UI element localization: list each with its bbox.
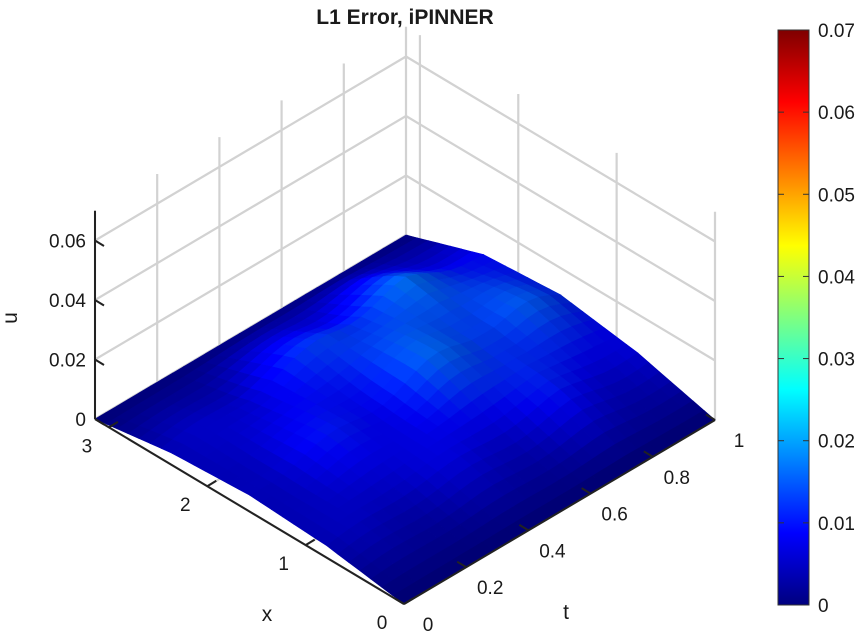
- colorbar-tick-label: 0.07: [818, 21, 855, 42]
- t-tick-mark: [456, 560, 467, 569]
- z-tick-label: 0: [75, 410, 86, 431]
- t-tick-mark: [581, 487, 592, 495]
- colorbar-tick-label: 0.04: [818, 267, 855, 288]
- t-tick-mark: [518, 524, 529, 532]
- x-axis-line: [94, 418, 405, 605]
- t-tick-label: 0.6: [601, 505, 627, 526]
- colorbar-tick-label: 0: [818, 596, 829, 617]
- x-tick-label: 2: [180, 495, 191, 516]
- z-tick-mark: [94, 418, 105, 426]
- error-surface: [94, 234, 716, 605]
- colorbar-tick-label: 0.03: [818, 350, 855, 371]
- colorbar-tick-label: 0.05: [818, 185, 855, 206]
- t-tick-mark: [705, 413, 716, 421]
- t-axis-label: t: [563, 601, 569, 624]
- z-tick-label: 0.04: [49, 291, 86, 312]
- grid-line: [94, 55, 407, 242]
- x-tick-label: 3: [82, 436, 93, 457]
- grid-line: [94, 174, 407, 361]
- x-tick-mark: [206, 479, 217, 488]
- x-tick-label: 1: [278, 554, 289, 575]
- t-axis-line: [403, 419, 716, 605]
- z-tick-mark: [94, 239, 105, 247]
- t-tick-label: 0.8: [664, 468, 690, 489]
- grid-line: [405, 55, 716, 243]
- z-axis-label: u: [0, 312, 22, 324]
- z-tick-label: 0.06: [49, 232, 86, 253]
- t-tick-mark: [643, 450, 654, 458]
- colorbar: 0 0.01 0.02 0.03 0.04 0.05 0.06 0.07: [777, 21, 855, 617]
- x-axis-label: x: [262, 603, 273, 626]
- t-tick-label: 1: [734, 431, 745, 452]
- tick-labels: 0 1 2 3 0 0.2 0.4 0.6 0.8 1 0 0.02 0.04 0.06: [49, 232, 744, 637]
- axes-lines: [94, 210, 716, 605]
- z-tick-label: 0.02: [49, 351, 86, 372]
- t-tick-label: 0: [423, 615, 434, 636]
- t-tick-mark: [394, 597, 405, 605]
- z-tick-mark: [94, 358, 105, 366]
- grid-line: [94, 115, 407, 301]
- x-tick-mark: [108, 420, 119, 429]
- colorbar-gradient: [777, 29, 810, 606]
- grid-line: [405, 115, 716, 302]
- colorbar-tick-label: 0.01: [818, 514, 855, 535]
- colorbar-tick-label: 0.02: [818, 432, 855, 453]
- x-tick-mark: [403, 597, 414, 605]
- chart-title: L1 Error, iPINNER: [316, 6, 493, 29]
- z-tick-mark: [94, 299, 105, 307]
- colorbar-tick-label: 0.06: [818, 103, 855, 124]
- t-tick-label: 0.2: [477, 578, 503, 599]
- t-tick-label: 0.4: [539, 541, 566, 562]
- colorbar-ticks: 0 0.01 0.02 0.03 0.04 0.05 0.06 0.07: [778, 21, 855, 617]
- x-tick-mark: [305, 538, 316, 546]
- grid-line: [405, 174, 716, 362]
- x-tick-label: 0: [377, 613, 388, 634]
